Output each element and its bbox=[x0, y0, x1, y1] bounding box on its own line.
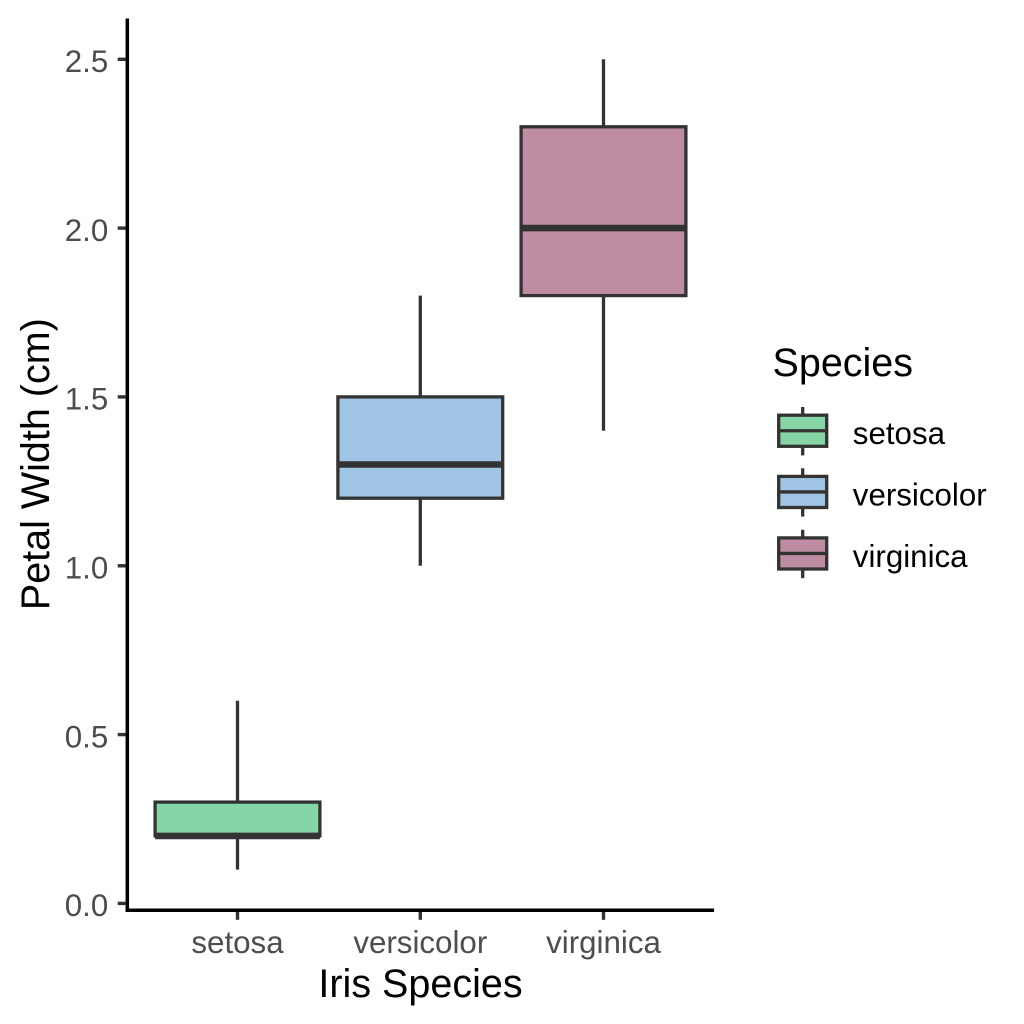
svg-text:setosa: setosa bbox=[853, 416, 946, 451]
svg-text:1.5: 1.5 bbox=[65, 382, 109, 417]
svg-text:setosa: setosa bbox=[191, 925, 284, 960]
svg-text:0.0: 0.0 bbox=[65, 888, 109, 923]
svg-text:2.5: 2.5 bbox=[65, 44, 109, 79]
svg-text:versicolor: versicolor bbox=[853, 477, 987, 512]
svg-text:versicolor: versicolor bbox=[353, 925, 487, 960]
svg-text:0.5: 0.5 bbox=[65, 719, 109, 754]
svg-text:Iris Species: Iris Species bbox=[318, 962, 522, 1006]
svg-text:2.0: 2.0 bbox=[65, 213, 109, 248]
svg-text:Petal Width (cm): Petal Width (cm) bbox=[14, 318, 58, 610]
svg-text:virginica: virginica bbox=[853, 539, 968, 574]
svg-text:1.0: 1.0 bbox=[65, 551, 109, 586]
svg-text:virginica: virginica bbox=[546, 925, 661, 960]
svg-text:Species: Species bbox=[773, 341, 914, 385]
